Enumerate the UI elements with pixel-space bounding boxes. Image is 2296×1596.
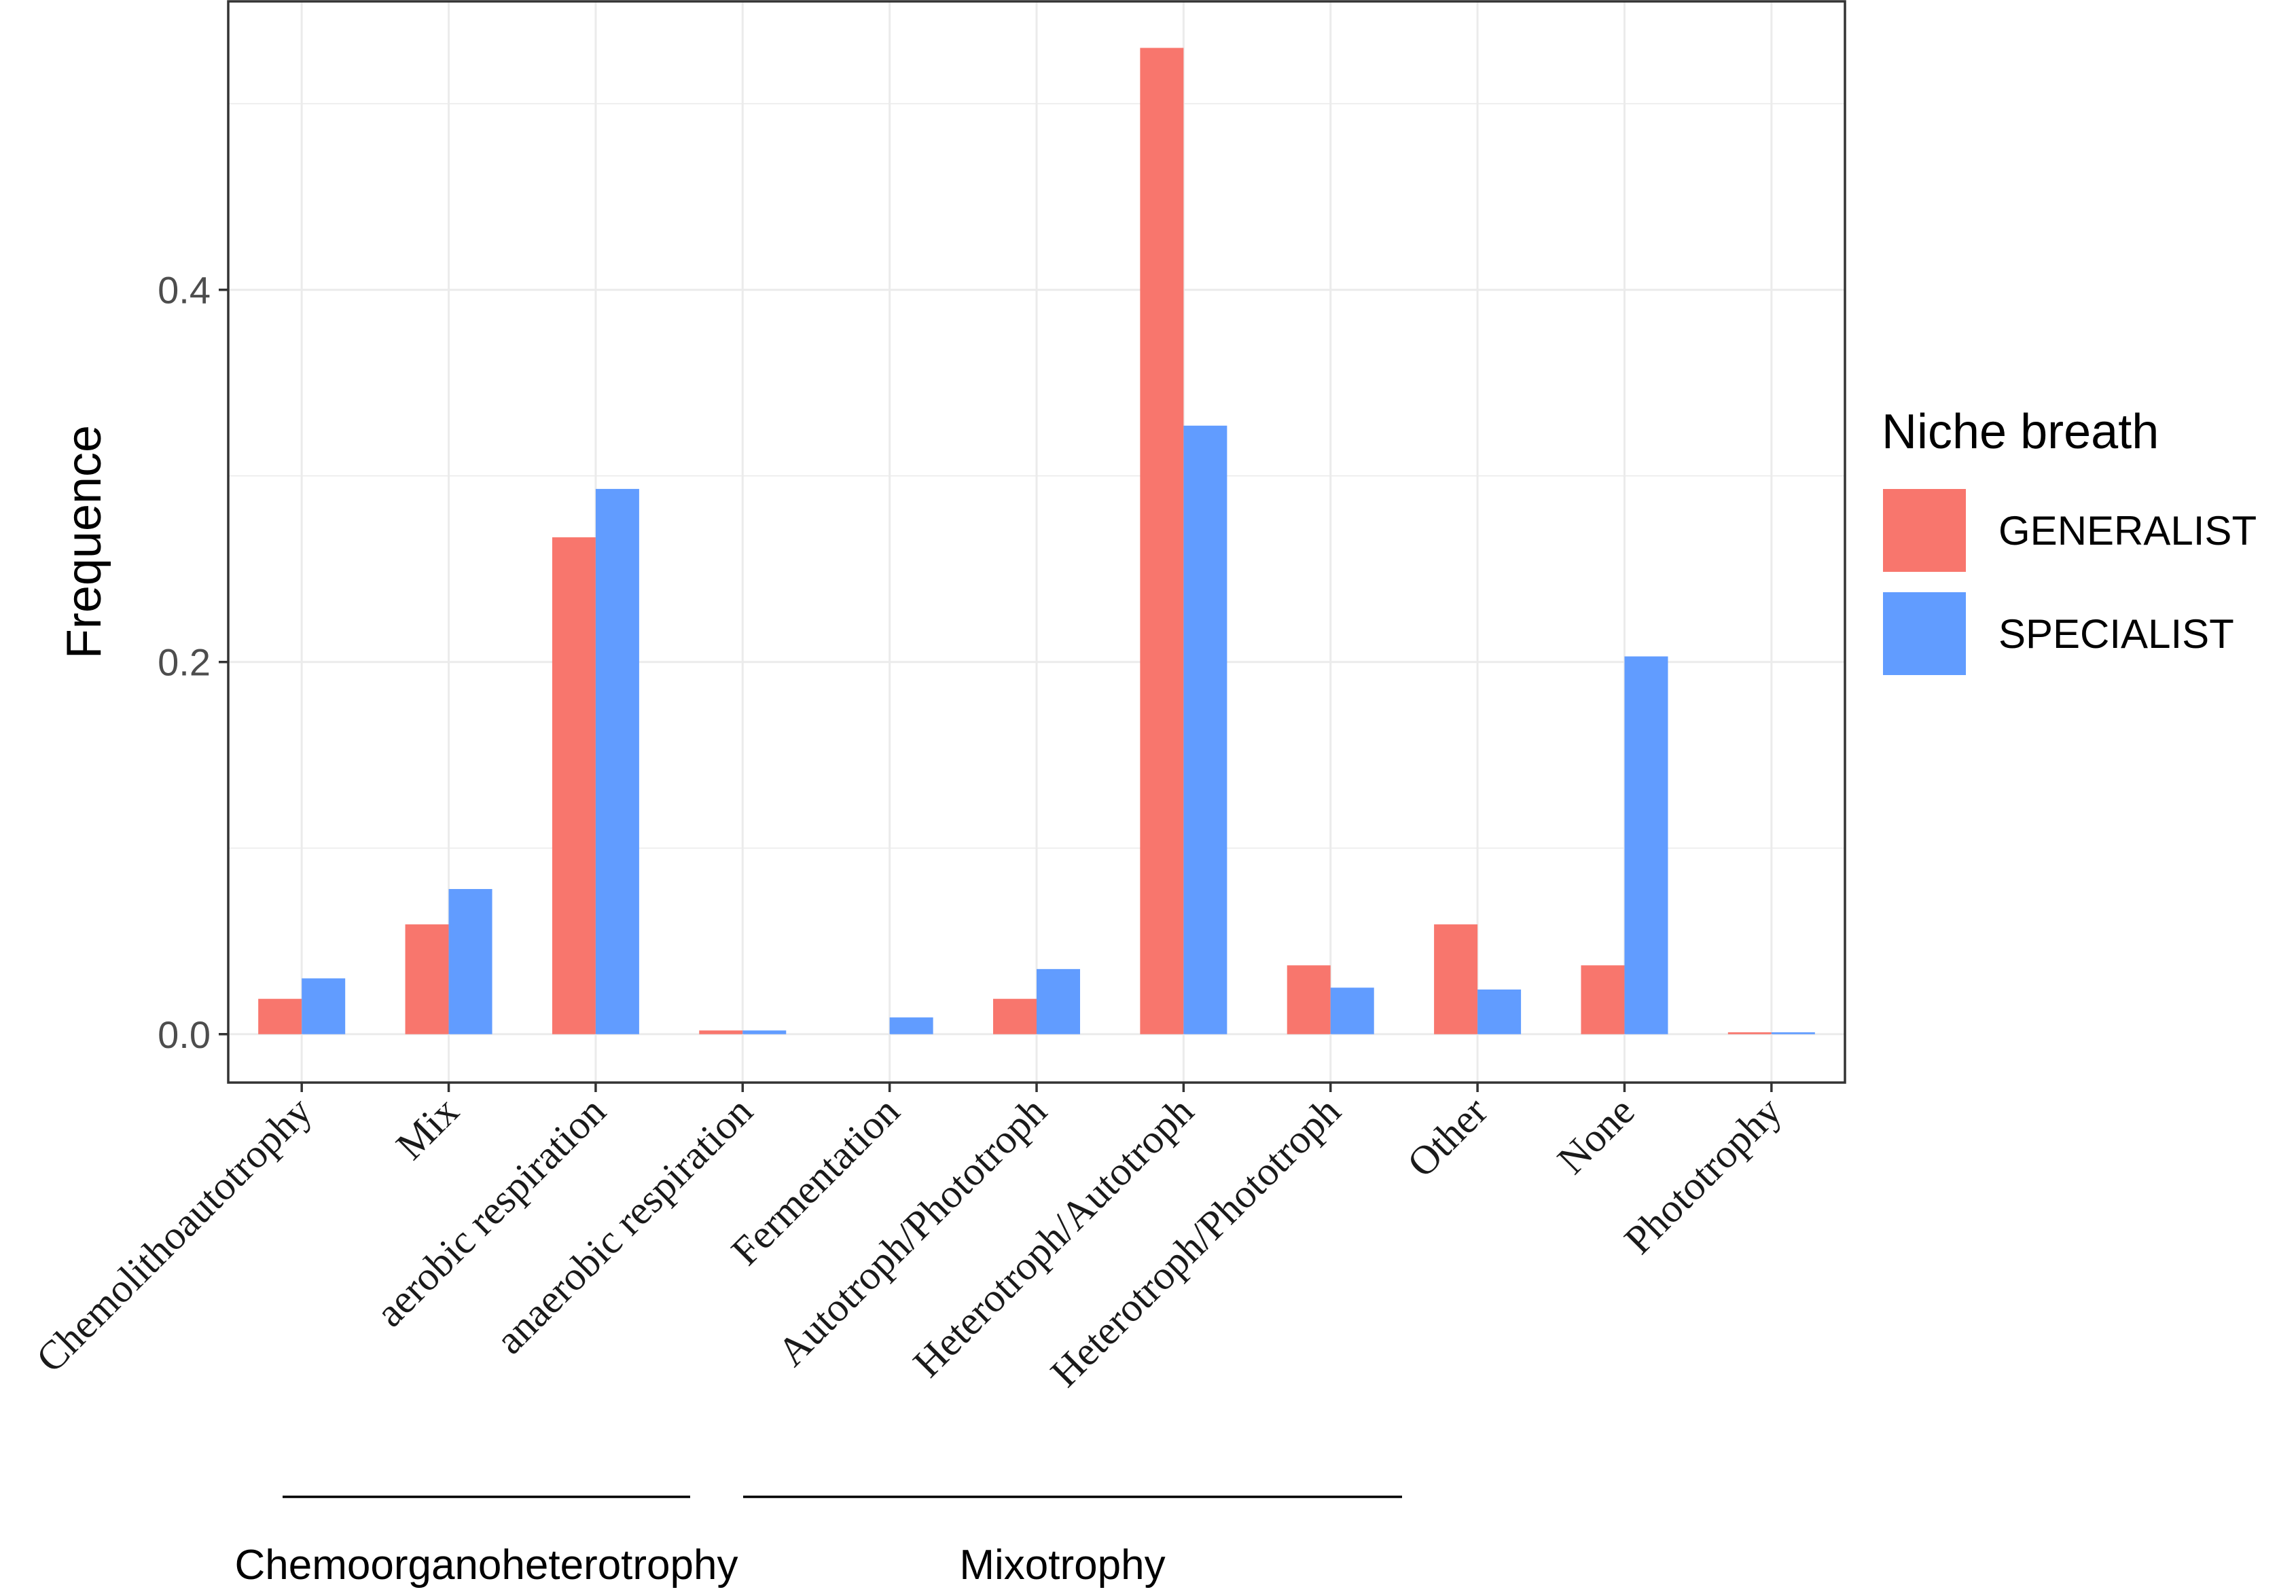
bar-specialist-2 xyxy=(595,488,639,1034)
bars xyxy=(258,48,1815,1034)
bar-generalist-10 xyxy=(1727,1032,1772,1034)
bar-specialist-7 xyxy=(1330,987,1374,1034)
bar-specialist-3 xyxy=(742,1030,787,1034)
bar-generalist-7 xyxy=(1287,965,1331,1034)
group-label: Mixotrophy xyxy=(959,1542,1165,1589)
legend-swatch-specialist xyxy=(1883,592,1966,675)
group-label: Chemoorganoheterotrophy xyxy=(234,1542,738,1589)
bar-generalist-2 xyxy=(552,537,596,1034)
legend-label-generalist: GENERALIST xyxy=(1998,508,2257,554)
bar-specialist-1 xyxy=(448,889,492,1034)
bar-generalist-8 xyxy=(1434,924,1478,1034)
bar-generalist-1 xyxy=(405,924,449,1034)
bar-generalist-5 xyxy=(993,998,1037,1034)
bar-specialist-0 xyxy=(302,978,346,1034)
legend: Niche breath GENERALIST SPECIALIST xyxy=(1882,405,2257,675)
y-tick-label: 0.2 xyxy=(158,641,211,684)
bar-specialist-6 xyxy=(1183,425,1227,1034)
legend-swatch-generalist xyxy=(1883,489,1966,572)
y-tick-label: 0.0 xyxy=(158,1013,211,1056)
y-axis: 0.0 0.2 0.4 xyxy=(158,269,228,1056)
legend-label-specialist: SPECIALIST xyxy=(1998,611,2234,657)
bar-generalist-6 xyxy=(1140,48,1184,1034)
bar-generalist-3 xyxy=(699,1030,743,1034)
bar-specialist-8 xyxy=(1477,989,1522,1034)
bar-specialist-9 xyxy=(1624,656,1668,1034)
bar-generalist-9 xyxy=(1581,965,1625,1034)
legend-title: Niche breath xyxy=(1882,405,2159,459)
category-groups: Chemoorganoheterotrophy Mixotrophy xyxy=(234,1495,1402,1589)
bar-specialist-10 xyxy=(1771,1032,1815,1034)
bar-specialist-4 xyxy=(889,1017,933,1034)
bar-specialist-5 xyxy=(1037,968,1080,1034)
y-axis-title: Frequence xyxy=(57,425,111,659)
y-tick-label: 0.4 xyxy=(158,269,211,312)
bar-generalist-0 xyxy=(258,998,302,1034)
